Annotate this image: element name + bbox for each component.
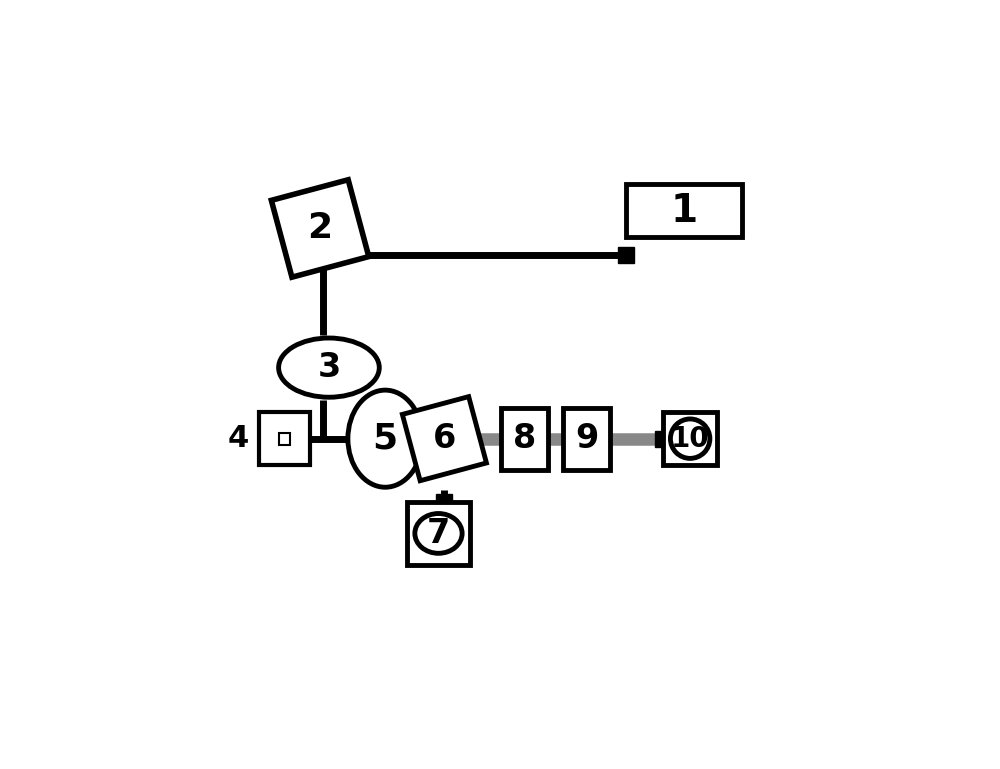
Bar	[407, 502, 470, 564]
Ellipse shape	[348, 390, 422, 488]
Bar	[663, 412, 717, 465]
Bar	[501, 408, 548, 470]
Text: 6: 6	[433, 422, 456, 455]
Text: 9: 9	[575, 422, 598, 455]
Text: 8: 8	[513, 422, 536, 455]
Text: 2: 2	[307, 211, 333, 245]
Polygon shape	[271, 180, 369, 277]
Bar	[259, 412, 310, 465]
Polygon shape	[402, 397, 486, 481]
Text: 4: 4	[228, 424, 249, 453]
Bar	[563, 408, 610, 470]
Text: 7: 7	[427, 517, 450, 550]
Bar	[279, 433, 290, 444]
Text: 1: 1	[671, 191, 698, 230]
Text: 3: 3	[317, 351, 341, 384]
Text: 10: 10	[671, 424, 709, 453]
Text: 5: 5	[373, 421, 398, 456]
Ellipse shape	[279, 338, 379, 398]
Bar	[626, 184, 742, 238]
